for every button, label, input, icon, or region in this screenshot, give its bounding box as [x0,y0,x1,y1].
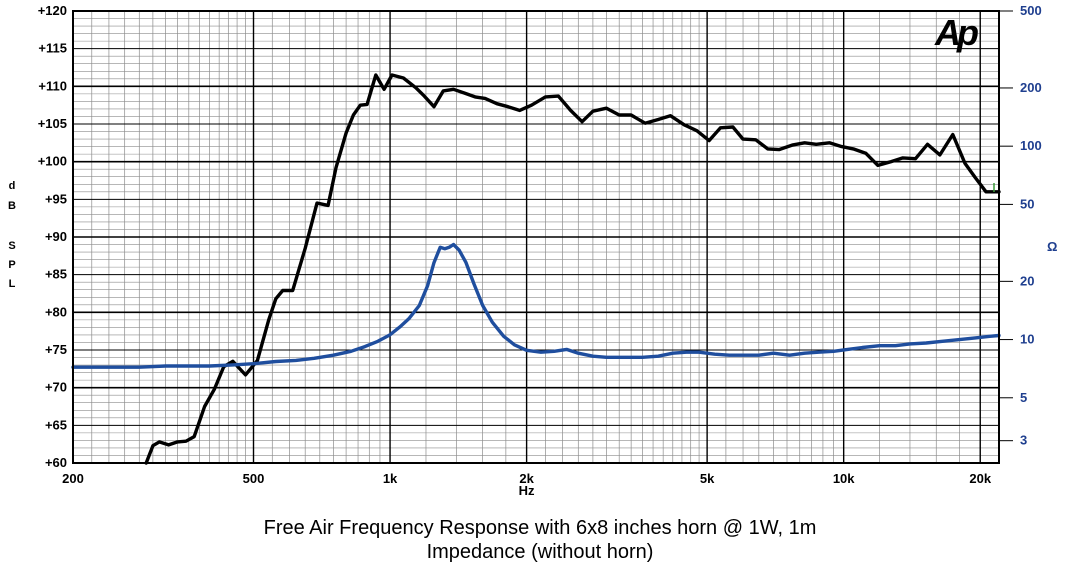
x-tick-label: 5k [700,471,715,486]
y-label-left-b: B [8,200,16,212]
chart-subtitle: Impedance (without horn) [426,541,654,563]
y-tick-label-right: 100 [1020,138,1042,153]
y-axis-label-right: Ω [1047,239,1057,254]
x-axis-label: Hz [519,483,535,498]
y-tick-label-right: 5 [1020,390,1027,405]
y-tick-label-left: +115 [38,41,67,56]
left-axis-ticks: +120 +115 +110 +105 +100 +95 +90 +85 +80 +75 +70 +6… [38,3,67,470]
y-tick-label-left: +90 [45,229,67,244]
x-tick-label: 20k [969,471,991,486]
y-tick-label-left: +60 [45,455,67,470]
y-tick-label-left: +85 [45,267,67,282]
y-label-left-s: S [8,240,16,252]
y-tick-label-left: +110 [38,78,67,93]
y-tick-label-right: 50 [1020,196,1034,211]
y-tick-label-right: 20 [1020,273,1034,288]
y-tick-label-right: 500 [1020,3,1042,18]
series-layer [71,73,1001,465]
impedance-curve [71,242,1001,369]
spl-curve [144,73,1001,465]
plot-frame [72,10,1000,464]
chart-title: Free Air Frequency Response with 6x8 inc… [263,517,817,539]
y-tick-label-left: +80 [45,304,67,319]
y-label-left-l: L [8,278,16,290]
y-tick-label-right: 200 [1020,80,1042,95]
ap-logo: Ap [934,12,982,53]
y-label-left-d: d [8,180,16,192]
y-tick-label-left: +100 [38,154,67,169]
y-label-left-p: P [8,259,16,271]
x-tick-label: 2k [519,471,534,486]
y-tick-label-right: 3 [1020,433,1027,448]
y-tick-label-left: +95 [45,191,67,206]
y-tick-label-left: +70 [45,380,67,395]
x-tick-label: 10k [833,471,855,486]
major-grid-horizontal [73,48,999,426]
bottom-axis-ticks: 200 500 1k 2k 5k 10k 20k Hz [62,471,992,498]
x-tick-label: 500 [243,471,265,486]
right-axis-ticks: 500 200 100 50 20 10 5 3 Ω [999,3,1057,448]
ap-logo-text: Ap [934,12,978,53]
y-tick-label-right: 10 [1020,332,1034,347]
y-tick-label-left: +105 [38,116,67,131]
y-tick-label-left: +120 [38,3,67,18]
x-tick-label: 1k [383,471,398,486]
y-tick-label-left: +65 [45,417,67,432]
y-tick-label-left: +75 [45,342,67,357]
x-tick-label: 200 [62,471,84,486]
